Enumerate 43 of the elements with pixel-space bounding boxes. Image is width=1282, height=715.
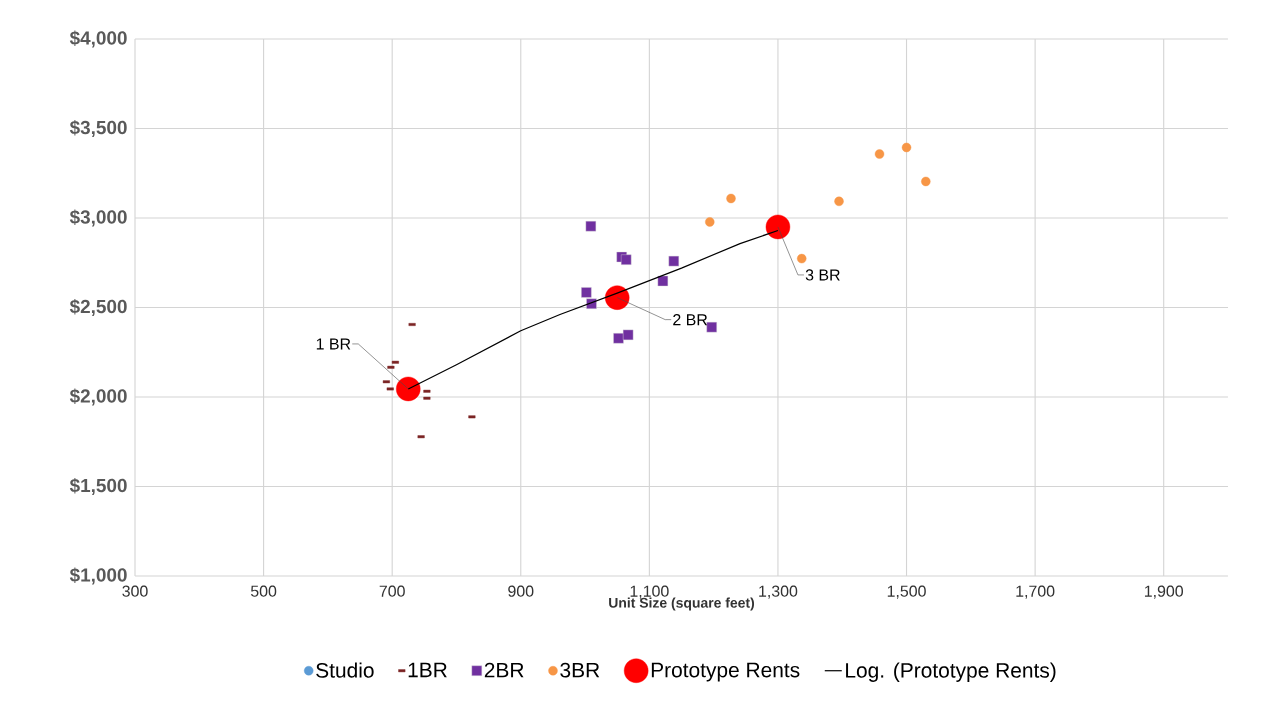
x-axis-title: Unit Size (square feet) bbox=[609, 597, 755, 611]
y-tick-label: $2,000 bbox=[69, 388, 127, 406]
annotation: 3 BR bbox=[805, 269, 840, 281]
legend-label: 2BR bbox=[484, 662, 524, 678]
point bbox=[621, 254, 632, 265]
y-tick-label: $3,000 bbox=[69, 209, 127, 227]
x-tick-label: 700 bbox=[379, 585, 405, 597]
x-tick-label: 1,100 bbox=[630, 585, 669, 599]
y-tick-label: $1,500 bbox=[69, 478, 127, 495]
point bbox=[622, 329, 634, 341]
legend-label: Log. (Prototype Rents) bbox=[846, 662, 1056, 682]
x-tick-label: 900 bbox=[508, 585, 534, 597]
y-tick-label: $4,000 bbox=[69, 30, 127, 48]
point bbox=[657, 275, 669, 287]
annotation: 2 BR bbox=[673, 314, 708, 326]
point bbox=[874, 149, 885, 159]
point bbox=[396, 376, 421, 402]
y-tick-label: $1,000 bbox=[69, 567, 127, 585]
x-tick-label: 300 bbox=[122, 585, 148, 597]
y-tick-label: $3,500 bbox=[69, 120, 127, 137]
x-tick-label: 1,500 bbox=[887, 585, 926, 599]
point bbox=[726, 193, 736, 204]
legend-label: Prototype Rents bbox=[651, 662, 800, 682]
point bbox=[668, 255, 679, 267]
point bbox=[706, 321, 717, 333]
point bbox=[901, 142, 912, 153]
point bbox=[705, 217, 715, 227]
x-tick-label: 500 bbox=[250, 585, 277, 597]
annotation: 1 BR bbox=[316, 338, 351, 350]
point bbox=[581, 287, 592, 298]
legend-label: Studio bbox=[316, 662, 374, 678]
x-tick-label: 1,700 bbox=[1016, 585, 1055, 599]
y-tick-label: $2,500 bbox=[69, 299, 127, 316]
x-tick-label: 1,900 bbox=[1144, 585, 1184, 599]
point bbox=[613, 333, 624, 344]
point bbox=[797, 253, 807, 264]
point bbox=[585, 221, 597, 232]
legend-label: 3BR bbox=[560, 662, 600, 678]
point bbox=[765, 214, 791, 240]
point bbox=[921, 176, 931, 187]
legend-label: 1BR bbox=[408, 662, 447, 678]
point bbox=[834, 196, 844, 207]
x-tick-label: 1,300 bbox=[759, 585, 798, 599]
